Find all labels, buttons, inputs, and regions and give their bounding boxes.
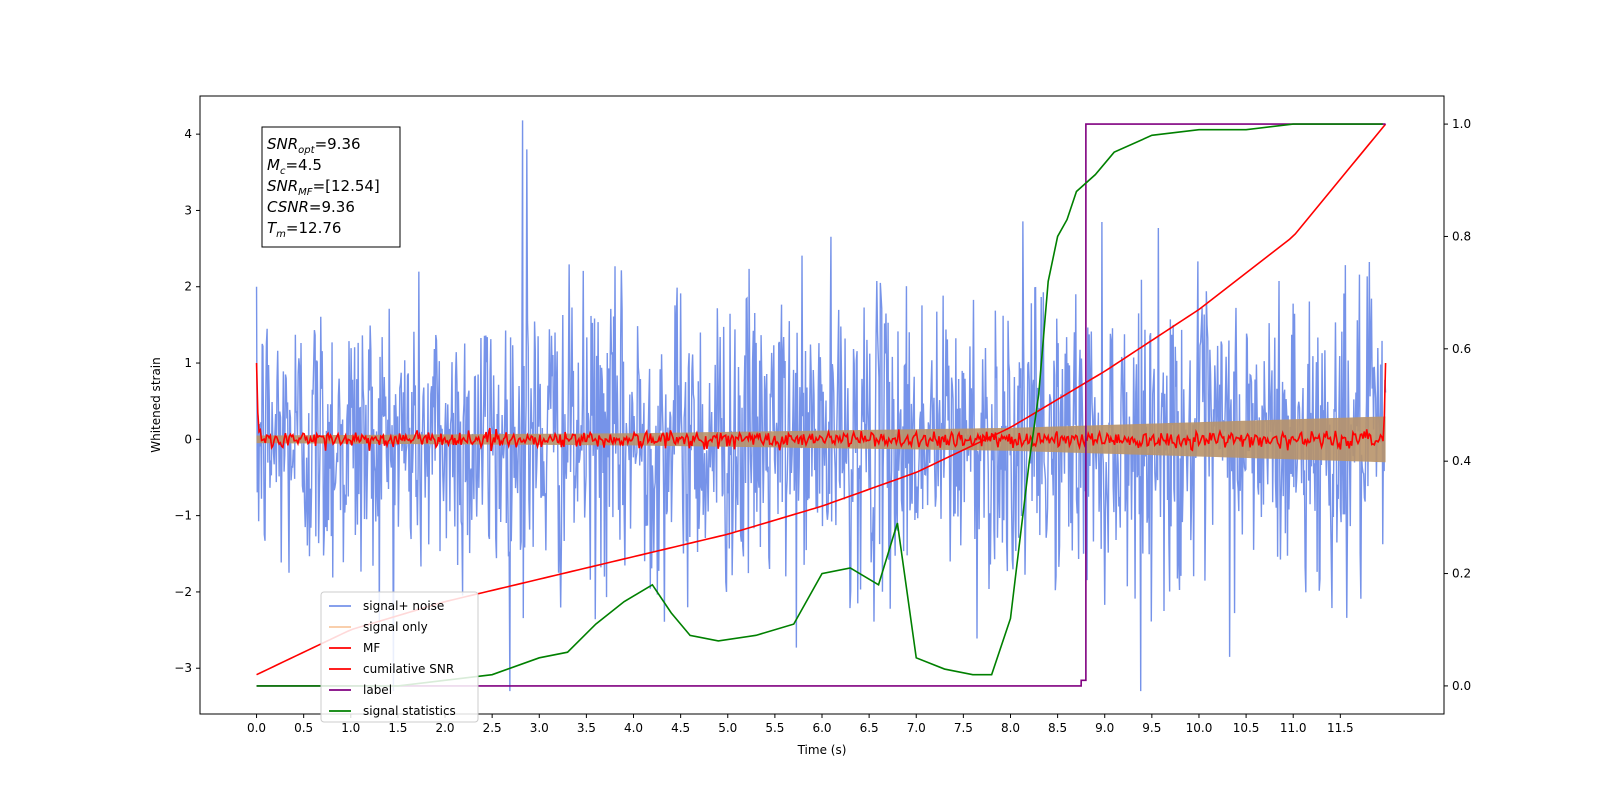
x-tick-label: 10.5 bbox=[1233, 721, 1260, 735]
series-mf-line bbox=[255, 363, 1387, 452]
y-right-tick-label: 0.6 bbox=[1452, 342, 1471, 356]
y-tick-label: 0 bbox=[184, 432, 192, 446]
annotation-line: Tm=12.76 bbox=[267, 219, 341, 240]
annotation-box-frame bbox=[261, 126, 401, 248]
y-axis-label: Whitened strain bbox=[149, 357, 163, 453]
x-tick-label: 7.0 bbox=[907, 721, 926, 735]
legend-entry-label: cumilative SNR bbox=[363, 662, 454, 676]
x-tick-label: 10.0 bbox=[1186, 721, 1213, 735]
y-tick-label: 1 bbox=[184, 356, 192, 370]
x-tick-label: 2.0 bbox=[435, 721, 454, 735]
y-tick-label: −3 bbox=[174, 661, 192, 675]
x-tick-label: 4.5 bbox=[671, 721, 690, 735]
annotation-line: SNRopt=9.36 bbox=[267, 135, 361, 156]
legend-entry-label: MF bbox=[363, 641, 380, 655]
annotation-line: SNRMF=[12.54] bbox=[267, 177, 380, 198]
series-signal-only-band bbox=[256, 416, 1386, 463]
x-tick-label: 4.0 bbox=[624, 721, 643, 735]
legend-entry-label: label bbox=[363, 683, 392, 697]
y-right-tick-label: 0.8 bbox=[1452, 229, 1471, 243]
x-tick-label: 6.0 bbox=[812, 721, 831, 735]
x-axis-label: Time (s) bbox=[797, 743, 847, 757]
y-tick-label: −2 bbox=[174, 585, 192, 599]
x-tick-label: 9.0 bbox=[1095, 721, 1114, 735]
x-tick-label: 5.0 bbox=[718, 721, 737, 735]
x-tick-label: 8.5 bbox=[1048, 721, 1067, 735]
series-label-line bbox=[256, 123, 1386, 687]
x-tick-label: 11.5 bbox=[1327, 721, 1354, 735]
x-tick-label: 3.5 bbox=[577, 721, 596, 735]
legend-entry-label: signal statistics bbox=[363, 704, 456, 718]
x-tick-label: 5.5 bbox=[765, 721, 784, 735]
y-tick-label: 2 bbox=[184, 280, 192, 294]
x-tick-label: 0.0 bbox=[247, 721, 266, 735]
x-tick-label: 6.5 bbox=[860, 721, 879, 735]
y-tick-label: 3 bbox=[184, 203, 192, 217]
legend-frame bbox=[320, 591, 479, 723]
annotation-line: Mc=4.5 bbox=[267, 156, 322, 177]
y-axis-right-ticks: 0.0 0.2 0.4 0.6 0.8 1.0 bbox=[1444, 117, 1471, 693]
x-tick-label: 0.5 bbox=[294, 721, 313, 735]
y-right-tick-label: 0.4 bbox=[1452, 454, 1471, 468]
y-right-tick-label: 0.2 bbox=[1452, 567, 1471, 581]
x-axis-ticks: 0.0 0.5 1.0 1.5 2.0 2.5 3.0 3.5 4.0 4.5 5.0 5.5 6.0 6… bbox=[247, 714, 1354, 735]
x-tick-label: 1.0 bbox=[341, 721, 360, 735]
y-right-tick-label: 0.0 bbox=[1452, 679, 1471, 693]
legend-entry-label: signal only bbox=[363, 620, 428, 634]
x-tick-label: 3.0 bbox=[530, 721, 549, 735]
series-signal-statistics-line bbox=[256, 123, 1383, 687]
x-tick-label: 8.0 bbox=[1001, 721, 1020, 735]
legend-entry-label: signal+ noise bbox=[363, 599, 444, 613]
x-tick-label: 11.0 bbox=[1280, 721, 1307, 735]
x-tick-label: 9.5 bbox=[1142, 721, 1161, 735]
x-tick-label: 7.5 bbox=[954, 721, 973, 735]
legend: signal+ noise signal only MF cumilative SNR… bbox=[320, 591, 479, 723]
y-right-tick-label: 1.0 bbox=[1452, 117, 1471, 131]
y-axis-left-ticks: −3 −2 −1 0 1 2 3 4 bbox=[174, 127, 200, 675]
y-tick-label: 4 bbox=[184, 127, 192, 141]
annotation-line: CSNR=9.36 bbox=[267, 198, 355, 216]
x-tick-label: 1.5 bbox=[388, 721, 407, 735]
y-tick-label: −1 bbox=[174, 509, 192, 523]
x-tick-label: 2.5 bbox=[483, 721, 502, 735]
